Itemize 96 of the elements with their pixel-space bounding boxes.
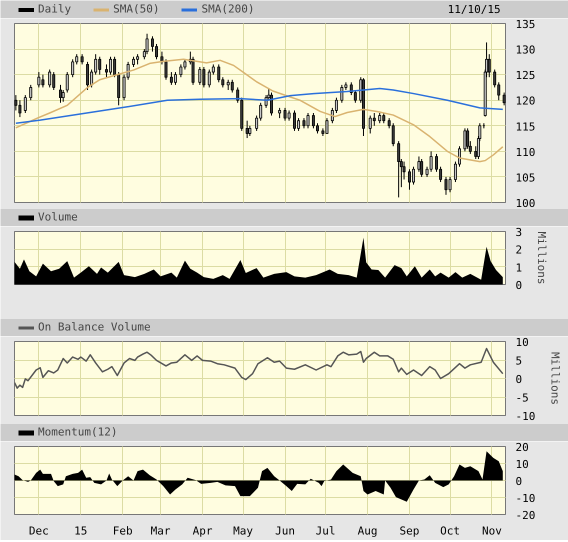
- legend-label: Volume: [38, 210, 78, 224]
- y-tick-label: 3: [516, 226, 522, 239]
- y-tick-label: 110: [516, 146, 536, 159]
- candlestick: [397, 140, 400, 198]
- x-tick-label: Sep: [400, 524, 420, 538]
- candlestick: [412, 166, 416, 186]
- x-tick-label: Jun: [275, 524, 295, 538]
- candlestick: [325, 118, 328, 134]
- y-tick-label: 105: [516, 171, 536, 184]
- candlestick: [109, 56, 112, 76]
- candlestick: [302, 118, 306, 129]
- candlestick: [378, 112, 382, 124]
- candlestick: [164, 58, 168, 80]
- legend-label: SMA(50): [113, 2, 160, 16]
- y-tick-label: -10: [516, 410, 536, 423]
- candlestick: [113, 56, 116, 78]
- candlestick: [444, 176, 448, 196]
- candlestick: [284, 107, 287, 122]
- candlestick: [24, 94, 27, 114]
- legend-label: On Balance Volume: [38, 320, 151, 334]
- candlestick: [117, 72, 120, 106]
- candlestick: [179, 64, 182, 78]
- candlestick: [278, 107, 282, 119]
- candlestick: [52, 72, 56, 90]
- y-tick-label: 135: [516, 18, 536, 31]
- y-tick-label: 0: [516, 279, 522, 292]
- x-tick-label: May: [233, 524, 254, 538]
- y-tick-label: 2: [516, 244, 522, 257]
- x-tick-label: Nov: [482, 524, 502, 538]
- candlestick: [408, 168, 411, 190]
- candlestick: [430, 150, 433, 172]
- candlestick: [98, 56, 102, 76]
- candlestick: [230, 79, 234, 94]
- y-tick-label: 115: [516, 120, 536, 134]
- y-tick-label: 5: [516, 354, 522, 368]
- legend-label: SMA(200): [201, 2, 254, 16]
- legend-label: Daily: [38, 2, 72, 16]
- candlestick: [306, 112, 310, 129]
- candlestick: [198, 66, 202, 86]
- line-series: [14, 348, 504, 389]
- y-tick-label: 20: [516, 441, 529, 454]
- line-series: [15, 88, 504, 124]
- x-tick-label: 15: [74, 524, 88, 538]
- candlestick: [41, 74, 44, 88]
- text: 11/10/15: [448, 3, 501, 16]
- y-tick-label: 0: [516, 475, 522, 488]
- y-tick-label: 130: [516, 44, 536, 57]
- y-tick-label: 120: [516, 94, 536, 108]
- candlestick: [340, 84, 344, 104]
- candlestick: [62, 89, 65, 102]
- candlestick: [80, 54, 84, 65]
- x-tick-label: Jul: [316, 524, 336, 538]
- x-tick-label: Dec: [28, 524, 49, 538]
- candlestick: [18, 100, 22, 118]
- candlestick: [29, 84, 32, 101]
- x-tick-label: Apr: [192, 524, 213, 538]
- candlestick: [312, 112, 315, 129]
- candlestick: [14, 94, 18, 111]
- candlestick: [488, 54, 491, 78]
- y-tick-label: 10: [516, 458, 529, 471]
- candlestick: [226, 79, 230, 90]
- candlestick: [288, 110, 291, 122]
- x-tick-label: Feb: [112, 524, 133, 538]
- candlestick: [48, 69, 52, 88]
- candlestick: [293, 110, 296, 132]
- candlestick: [170, 72, 173, 86]
- y-tick-label: -5: [516, 392, 529, 404]
- x-tick-label: Aug: [358, 524, 378, 538]
- y-axis-title: Millions: [548, 352, 562, 405]
- y-tick-label: 10: [516, 336, 529, 349]
- candlestick: [448, 176, 452, 193]
- legend-label: Momentum(12): [38, 426, 118, 438]
- y-tick-label: 0: [516, 373, 522, 386]
- candlestick: [202, 66, 206, 88]
- x-tick-label: Mar: [150, 524, 171, 538]
- candlestick: [59, 84, 62, 104]
- candlestick: [132, 56, 136, 68]
- y-tick-label: 125: [516, 69, 536, 82]
- candlestick: [208, 69, 211, 88]
- candlestick: [372, 112, 376, 126]
- y-tick-label: 1: [516, 261, 522, 274]
- candlestick: [246, 120, 249, 139]
- candlestick: [86, 61, 90, 90]
- y-tick-label: -10: [516, 492, 536, 505]
- candlestick: [37, 72, 40, 88]
- x-tick-label: Oct: [440, 524, 460, 538]
- candlestick: [71, 58, 74, 78]
- candlestick: [420, 158, 424, 178]
- candlestick: [174, 72, 177, 86]
- candlestick: [502, 92, 506, 106]
- y-tick-label: 100: [516, 197, 536, 210]
- candlestick: [136, 54, 140, 65]
- candlestick: [270, 92, 273, 116]
- candlestick: [248, 125, 252, 137]
- y-tick-label: -20: [516, 509, 536, 522]
- y-axis-title: Millions: [535, 232, 548, 284]
